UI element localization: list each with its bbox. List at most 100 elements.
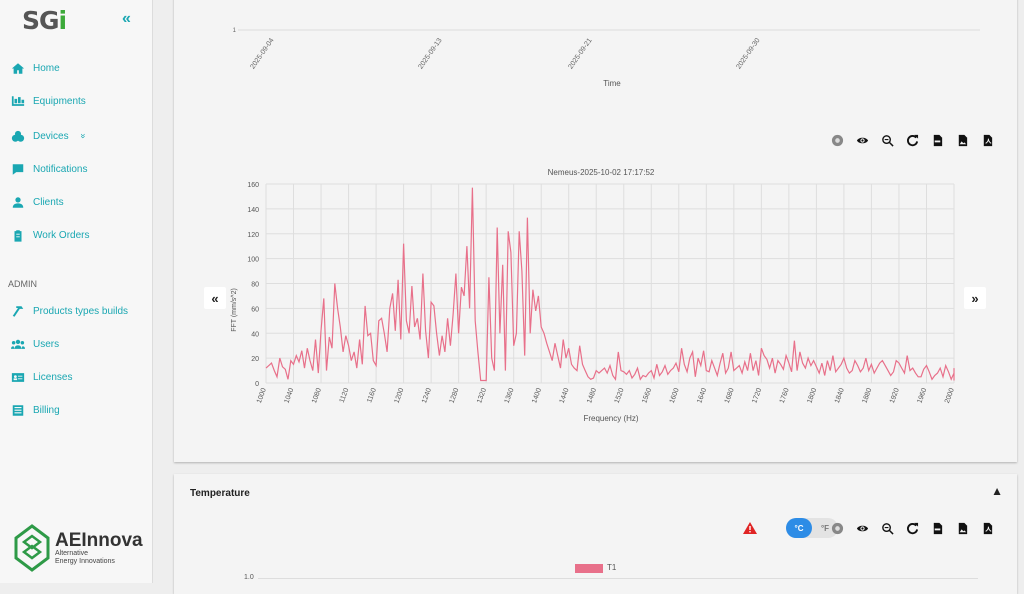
fft-x-tick-label: 1920: [889, 387, 901, 404]
double-chevron-left-icon[interactable]: «: [122, 10, 131, 27]
sidebar-item-billing[interactable]: Billing: [10, 403, 60, 417]
fft-series-line: [265, 187, 955, 382]
sidebar-item-products-types-builds[interactable]: Products types builds: [10, 304, 128, 318]
sidebar-item-label: Licenses: [33, 371, 73, 383]
fft-x-tick-label: 1320: [476, 387, 488, 404]
brand-subtitle-1: Alternative: [55, 549, 89, 557]
home-icon: [10, 61, 26, 75]
fft-x-tick-label: 1240: [421, 387, 433, 404]
pdf-file-icon[interactable]: [980, 521, 994, 535]
fft-x-tick-label: 1960: [916, 387, 928, 404]
fft-x-tick-label: 1080: [311, 387, 323, 404]
eye-icon[interactable]: [855, 521, 869, 535]
legend-label-t1[interactable]: T1: [607, 563, 617, 572]
fft-y-tick-label: 60: [251, 306, 259, 313]
previous-fft-button[interactable]: «: [204, 287, 226, 309]
clipboard-icon: [10, 228, 26, 242]
fft-x-tick-label: 1880: [861, 387, 873, 404]
sidebar-item-work-orders[interactable]: Work Orders: [10, 228, 90, 242]
fft-x-tick-label: 1520: [614, 387, 626, 404]
time-x-ticks: 2025-09-04 2025-09-13 2025-09-21 2025-09-30: [249, 37, 761, 70]
fft-y-tick-label: 0: [255, 381, 259, 388]
reset-icon[interactable]: [830, 521, 844, 535]
temperature-y-tick: 1.0: [244, 574, 254, 581]
brand-name: AEInnova: [55, 529, 143, 551]
fft-chart: Nemeus-2025-10-02 17:17:52 0 20 40 60 80 100 1…: [231, 168, 956, 423]
sidebar-item-licenses[interactable]: Licenses: [10, 370, 72, 384]
fft-x-tick-label: 1760: [779, 387, 791, 404]
warning-icon[interactable]: [742, 521, 758, 535]
time-x-label: Time: [603, 79, 621, 88]
sidebar-item-label: Devices: [33, 130, 69, 142]
sidebar-item-label: Users: [33, 338, 60, 350]
fft-x-tick-label: 1680: [724, 387, 736, 404]
sidebar-item-clients[interactable]: Clients: [10, 195, 64, 209]
refresh-icon[interactable]: [905, 521, 919, 535]
image-file-icon[interactable]: [955, 133, 969, 147]
vibration-card: 1 2025-09-04 2025-09-13 2025-09-21 2025-09-…: [174, 0, 1017, 462]
list-icon: [10, 403, 26, 417]
sidebar-item-label: Billing: [33, 404, 60, 416]
reset-icon[interactable]: [830, 133, 844, 147]
sidebar-item-label: Work Orders: [33, 229, 90, 241]
fft-x-tick-label: 1400: [531, 387, 543, 404]
fft-grid: [265, 183, 955, 384]
csv-file-icon[interactable]: [930, 133, 944, 147]
sidebar-item-equipments[interactable]: Equipments: [10, 94, 86, 108]
sidebar-item-label: Home: [33, 62, 60, 74]
time-x-tick-label: 2025-09-21: [567, 37, 593, 70]
unit-toggle[interactable]: °C °F: [786, 518, 838, 538]
time-x-tick-label: 2025-09-04: [249, 37, 275, 70]
sidebar-item-home[interactable]: Home: [10, 61, 60, 75]
image-file-icon[interactable]: [955, 521, 969, 535]
zoom-out-icon[interactable]: [880, 133, 894, 147]
unit-fahrenheit-button[interactable]: °F: [820, 523, 830, 533]
fft-y-tick-label: 80: [251, 282, 259, 289]
csv-file-icon[interactable]: [930, 521, 944, 535]
chart-title: Nemeus-2025-10-02 17:17:52: [548, 168, 655, 177]
pdf-file-icon[interactable]: [980, 133, 994, 147]
fft-y-tick-label: 20: [251, 356, 259, 363]
main-content: 1 2025-09-04 2025-09-13 2025-09-21 2025-09-…: [153, 0, 1024, 594]
fft-x-tick-label: 1160: [366, 387, 378, 404]
temperature-title: Temperature: [190, 488, 250, 499]
eye-icon[interactable]: [855, 133, 869, 147]
fft-y-tick-label: 160: [247, 182, 259, 189]
aeinnova-emblem-icon: [14, 524, 50, 572]
chat-icon: [10, 162, 26, 176]
devices-icon: [10, 129, 26, 143]
equipments-icon: [10, 94, 26, 108]
sidebar-item-label: Equipments: [33, 95, 86, 107]
chevron-up-icon[interactable]: ▲: [991, 484, 1003, 498]
fft-x-tick-label: 1360: [504, 387, 516, 404]
sidebar-item-notifications[interactable]: Notifications: [10, 162, 87, 176]
fft-x-tick-label: 1040: [283, 387, 295, 404]
fft-y-ticks: 0 20 40 60 80 100 120 140 160: [247, 182, 259, 388]
sidebar-item-devices[interactable]: Devices »: [10, 129, 89, 143]
fft-x-tick-label: 1000: [256, 387, 268, 404]
fft-x-ticks: 1000 1040 1080 1120 1160 1200 1240 1280 1320 1360…: [256, 387, 956, 404]
aeinnova-logo: AEInnova Alternative Energy Innovations: [14, 524, 143, 572]
hammer-icon: [10, 304, 26, 318]
temperature-card: Temperature ▲ °C °F T1 1.0: [174, 474, 1017, 594]
fft-y-label: FFT (mm/s^2): [231, 288, 238, 332]
sidebar: SGi « Home Equipments Devices » Notifica…: [0, 0, 153, 583]
next-fft-button[interactable]: »: [964, 287, 986, 309]
zoom-out-icon[interactable]: [880, 521, 894, 535]
refresh-icon[interactable]: [905, 133, 919, 147]
sgi-logo[interactable]: SGi: [22, 6, 67, 35]
unit-celsius-button[interactable]: °C: [786, 518, 812, 538]
fft-x-tick-label: 1200: [394, 387, 406, 404]
admin-section-label: ADMIN: [8, 279, 37, 289]
temperature-toolbar: [830, 521, 1005, 535]
sidebar-item-label: Products types builds: [33, 305, 129, 317]
users-icon: [10, 337, 26, 351]
fft-x-tick-label: 1720: [751, 387, 763, 404]
sidebar-item-users[interactable]: Users: [10, 337, 59, 351]
user-icon: [10, 195, 26, 209]
fft-x-tick-label: 1480: [586, 387, 598, 404]
expand-chevron-icon[interactable]: »: [78, 133, 89, 139]
fft-x-tick-label: 1840: [834, 387, 846, 404]
temperature-grid-line: [258, 578, 978, 579]
legend-swatch-t1[interactable]: [575, 564, 603, 573]
